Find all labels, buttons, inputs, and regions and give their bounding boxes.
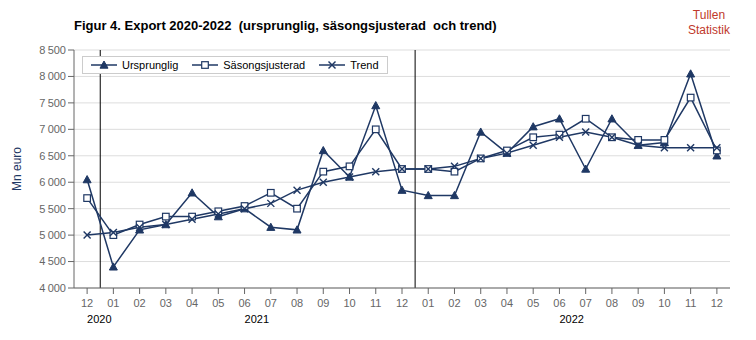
svg-text:03: 03	[160, 297, 172, 309]
svg-text:10: 10	[343, 297, 355, 309]
svg-text:Mn euro: Mn euro	[10, 147, 24, 191]
html-text:Tullen Statistik: Tullen Statistik	[688, 8, 730, 37]
html-text:Figur 4. Export 2020-2022 (urs: Figur 4. Export 2020-2022 (ursprunglig, …	[74, 18, 497, 33]
svg-text:11: 11	[370, 297, 381, 309]
svg-text:10: 10	[658, 297, 670, 309]
html-text:Säsongsjusterad: Säsongsjusterad	[223, 59, 306, 71]
svg-text:6 000: 6 000	[39, 176, 66, 188]
svg-text:2022: 2022	[559, 313, 583, 325]
svg-text:04: 04	[186, 297, 198, 309]
svg-text:09: 09	[632, 297, 644, 309]
svg-text:2020: 2020	[87, 313, 111, 325]
svg-text:4 000: 4 000	[39, 282, 66, 294]
svg-text:02: 02	[133, 297, 145, 309]
svg-text:08: 08	[291, 297, 303, 309]
svg-text:12: 12	[396, 297, 408, 309]
html-text:Ursprunglig: Ursprunglig	[122, 59, 179, 71]
svg-text:6 500: 6 500	[39, 150, 66, 162]
svg-text:09: 09	[317, 297, 329, 309]
html-text:Trend: Trend	[350, 59, 379, 71]
svg-text:05: 05	[212, 297, 224, 309]
svg-text:8 000: 8 000	[39, 70, 66, 82]
svg-text:02: 02	[448, 297, 460, 309]
svg-text:08: 08	[606, 297, 618, 309]
svg-text:5 500: 5 500	[39, 203, 66, 215]
svg-text:07: 07	[580, 297, 592, 309]
svg-text:12: 12	[711, 297, 723, 309]
svg-text:05: 05	[527, 297, 539, 309]
svg-text:2021: 2021	[245, 313, 269, 325]
svg-text:11: 11	[685, 297, 696, 309]
svg-text:06: 06	[553, 297, 565, 309]
svg-text:7 500: 7 500	[39, 97, 66, 109]
svg-text:03: 03	[475, 297, 487, 309]
svg-text:4 500: 4 500	[39, 255, 66, 267]
svg-text:12: 12	[81, 297, 93, 309]
svg-text:07: 07	[265, 297, 277, 309]
svg-text:01: 01	[107, 297, 119, 309]
svg-text:01: 01	[422, 297, 434, 309]
svg-text:04: 04	[501, 297, 513, 309]
svg-text:8 500: 8 500	[39, 44, 66, 56]
svg-text:06: 06	[238, 297, 250, 309]
svg-text:5 000: 5 000	[39, 229, 66, 241]
svg-text:7 000: 7 000	[39, 123, 66, 135]
